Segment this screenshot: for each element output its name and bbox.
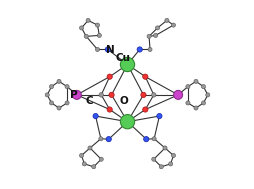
Circle shape bbox=[98, 137, 103, 141]
Circle shape bbox=[45, 93, 49, 97]
Circle shape bbox=[201, 101, 205, 105]
Circle shape bbox=[156, 113, 161, 119]
Circle shape bbox=[120, 57, 134, 72]
Circle shape bbox=[193, 106, 197, 110]
Circle shape bbox=[65, 84, 69, 89]
Circle shape bbox=[79, 26, 83, 30]
Circle shape bbox=[147, 47, 151, 52]
Circle shape bbox=[57, 79, 61, 83]
Circle shape bbox=[185, 101, 189, 105]
Circle shape bbox=[107, 74, 112, 79]
Circle shape bbox=[155, 26, 159, 30]
Circle shape bbox=[95, 23, 99, 27]
Circle shape bbox=[93, 113, 98, 119]
Circle shape bbox=[88, 146, 92, 150]
Circle shape bbox=[84, 34, 88, 38]
Circle shape bbox=[137, 47, 142, 52]
Circle shape bbox=[171, 153, 175, 158]
Text: P: P bbox=[70, 91, 78, 100]
Circle shape bbox=[106, 136, 111, 142]
Circle shape bbox=[153, 33, 157, 37]
Text: N: N bbox=[105, 45, 114, 55]
Circle shape bbox=[151, 137, 156, 141]
Circle shape bbox=[95, 47, 99, 52]
Circle shape bbox=[142, 107, 147, 112]
Circle shape bbox=[49, 84, 53, 89]
Circle shape bbox=[91, 165, 96, 169]
Circle shape bbox=[72, 90, 81, 99]
Text: O: O bbox=[119, 96, 127, 106]
Circle shape bbox=[82, 162, 86, 166]
Circle shape bbox=[86, 18, 90, 22]
Circle shape bbox=[151, 93, 155, 97]
Circle shape bbox=[201, 84, 205, 89]
Circle shape bbox=[49, 101, 53, 105]
Circle shape bbox=[158, 165, 163, 169]
Circle shape bbox=[142, 74, 147, 79]
Circle shape bbox=[193, 79, 197, 83]
Circle shape bbox=[107, 107, 112, 112]
Circle shape bbox=[140, 92, 146, 98]
Circle shape bbox=[147, 34, 151, 38]
Text: Cu: Cu bbox=[115, 53, 130, 63]
Circle shape bbox=[173, 90, 182, 99]
Circle shape bbox=[99, 157, 103, 161]
Circle shape bbox=[205, 93, 209, 97]
Circle shape bbox=[105, 47, 110, 52]
Circle shape bbox=[97, 33, 101, 37]
Text: C: C bbox=[85, 96, 92, 106]
Circle shape bbox=[171, 23, 175, 27]
Circle shape bbox=[65, 101, 69, 105]
Circle shape bbox=[108, 92, 114, 98]
Circle shape bbox=[79, 153, 83, 158]
Circle shape bbox=[57, 106, 61, 110]
Circle shape bbox=[120, 115, 134, 129]
Circle shape bbox=[99, 93, 103, 97]
Circle shape bbox=[168, 162, 172, 166]
Circle shape bbox=[164, 18, 168, 22]
Circle shape bbox=[143, 136, 148, 142]
Circle shape bbox=[185, 84, 189, 89]
Circle shape bbox=[162, 146, 166, 150]
Circle shape bbox=[151, 157, 155, 161]
